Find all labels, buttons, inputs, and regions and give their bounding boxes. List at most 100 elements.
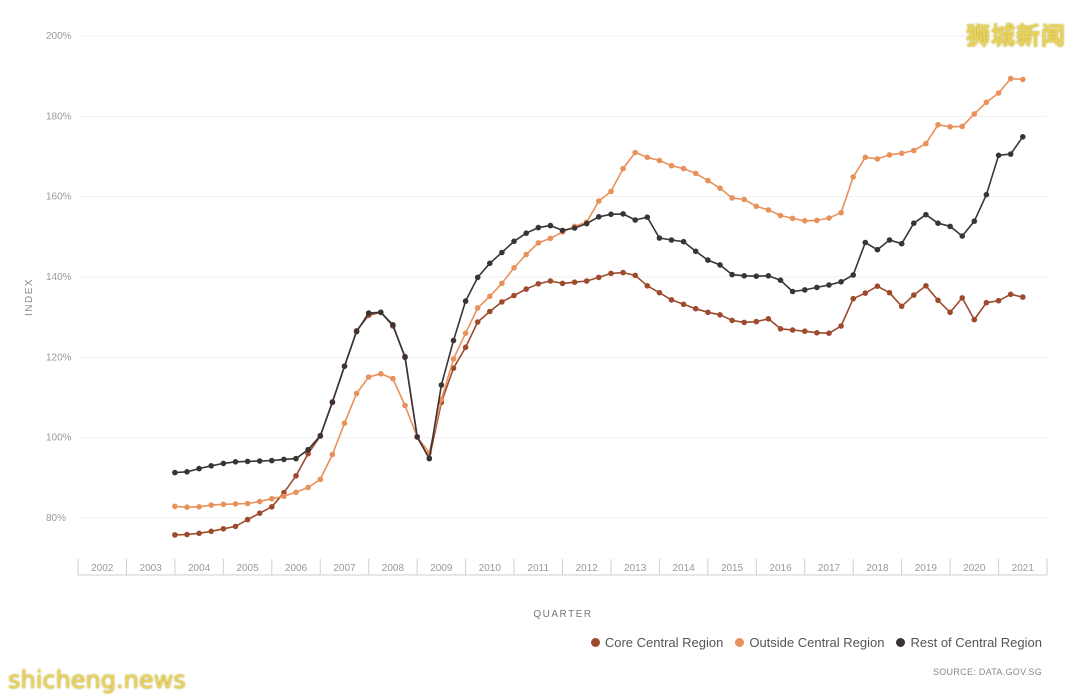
- data-point[interactable]: [1020, 76, 1026, 83]
- data-point[interactable]: [777, 326, 784, 332]
- data-point[interactable]: [305, 484, 311, 491]
- data-point[interactable]: [862, 290, 869, 296]
- data-point[interactable]: [196, 504, 202, 510]
- data-point[interactable]: [802, 328, 808, 335]
- data-point[interactable]: [765, 316, 772, 322]
- data-point[interactable]: [487, 260, 493, 267]
- data-point[interactable]: [959, 295, 965, 301]
- data-point[interactable]: [632, 149, 638, 156]
- data-point[interactable]: [947, 124, 953, 130]
- data-point[interactable]: [729, 195, 735, 201]
- data-point[interactable]: [838, 279, 844, 285]
- data-point[interactable]: [717, 312, 723, 318]
- data-point[interactable]: [353, 328, 360, 335]
- data-point[interactable]: [947, 223, 953, 230]
- data-point[interactable]: [535, 224, 542, 231]
- data-point[interactable]: [862, 239, 869, 246]
- data-point[interactable]: [874, 246, 881, 253]
- data-point[interactable]: [850, 272, 856, 278]
- data-point[interactable]: [717, 262, 723, 268]
- data-point[interactable]: [802, 218, 808, 224]
- data-point[interactable]: [1020, 134, 1026, 140]
- data-point[interactable]: [196, 465, 202, 472]
- data-point[interactable]: [305, 446, 311, 453]
- data-point[interactable]: [729, 317, 735, 324]
- data-point[interactable]: [511, 238, 517, 245]
- legend-item-core-central[interactable]: Core Central Region: [590, 635, 723, 650]
- data-point[interactable]: [596, 214, 602, 220]
- data-point[interactable]: [511, 265, 517, 271]
- data-point[interactable]: [341, 363, 348, 370]
- data-point[interactable]: [729, 271, 735, 278]
- data-point[interactable]: [232, 523, 239, 530]
- data-point[interactable]: [450, 356, 457, 362]
- data-point[interactable]: [390, 322, 396, 328]
- data-point[interactable]: [281, 493, 287, 500]
- data-point[interactable]: [874, 283, 881, 290]
- data-point[interactable]: [184, 469, 190, 475]
- data-point[interactable]: [632, 272, 638, 279]
- data-point[interactable]: [402, 354, 408, 361]
- data-point[interactable]: [911, 147, 917, 154]
- data-point[interactable]: [838, 323, 844, 329]
- data-point[interactable]: [256, 498, 263, 505]
- data-point[interactable]: [644, 214, 651, 220]
- data-point[interactable]: [717, 185, 723, 191]
- data-point[interactable]: [668, 162, 675, 169]
- data-point[interactable]: [172, 469, 178, 476]
- data-point[interactable]: [705, 257, 711, 263]
- data-point[interactable]: [741, 273, 747, 279]
- data-point[interactable]: [680, 301, 687, 308]
- data-point[interactable]: [1020, 294, 1026, 300]
- data-point[interactable]: [293, 489, 299, 496]
- data-point[interactable]: [462, 344, 469, 351]
- data-point[interactable]: [511, 292, 517, 299]
- data-point[interactable]: [256, 458, 263, 464]
- data-point[interactable]: [450, 337, 457, 344]
- data-point[interactable]: [281, 456, 287, 463]
- data-point[interactable]: [995, 297, 1002, 304]
- data-point[interactable]: [317, 432, 324, 439]
- data-point[interactable]: [269, 495, 275, 502]
- data-point[interactable]: [935, 297, 941, 304]
- data-point[interactable]: [402, 402, 408, 409]
- data-point[interactable]: [474, 274, 481, 281]
- data-point[interactable]: [898, 303, 905, 310]
- data-point[interactable]: [935, 220, 941, 226]
- data-point[interactable]: [293, 473, 299, 479]
- data-point[interactable]: [547, 235, 554, 242]
- data-point[interactable]: [620, 269, 626, 276]
- data-point[interactable]: [414, 434, 421, 440]
- data-point[interactable]: [571, 225, 578, 231]
- data-point[interactable]: [668, 237, 675, 243]
- data-point[interactable]: [208, 502, 214, 508]
- data-point[interactable]: [620, 211, 626, 217]
- data-point[interactable]: [172, 503, 178, 510]
- data-point[interactable]: [692, 170, 699, 177]
- data-point[interactable]: [765, 273, 772, 279]
- data-point[interactable]: [329, 399, 336, 406]
- data-point[interactable]: [487, 293, 493, 300]
- data-point[interactable]: [438, 382, 445, 388]
- legend-item-outside-central[interactable]: Outside Central Region: [735, 635, 884, 650]
- data-point[interactable]: [220, 526, 227, 532]
- data-point[interactable]: [220, 501, 227, 508]
- data-point[interactable]: [753, 273, 760, 280]
- data-point[interactable]: [353, 390, 360, 397]
- data-point[interactable]: [269, 504, 275, 510]
- data-point[interactable]: [971, 111, 978, 117]
- data-point[interactable]: [184, 504, 190, 511]
- data-point[interactable]: [378, 309, 384, 316]
- data-point[interactable]: [656, 157, 663, 164]
- data-point[interactable]: [911, 220, 917, 226]
- data-point[interactable]: [523, 251, 529, 258]
- data-point[interactable]: [959, 233, 965, 239]
- data-point[interactable]: [632, 217, 638, 223]
- data-point[interactable]: [644, 154, 651, 161]
- data-point[interactable]: [462, 298, 469, 304]
- data-point[interactable]: [583, 278, 590, 284]
- data-point[interactable]: [898, 150, 905, 157]
- data-point[interactable]: [983, 299, 990, 306]
- data-point[interactable]: [789, 215, 796, 222]
- data-point[interactable]: [971, 218, 978, 224]
